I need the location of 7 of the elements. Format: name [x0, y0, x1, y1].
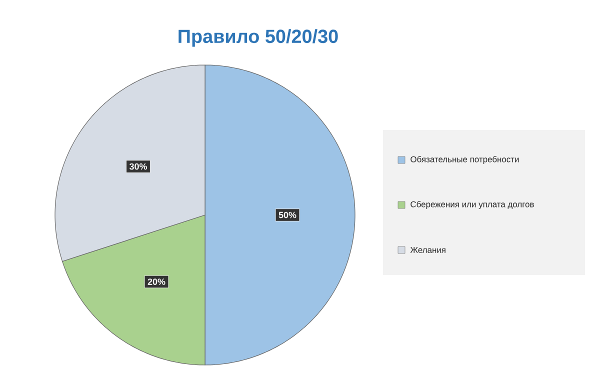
data-label: 30% — [129, 163, 147, 170]
legend-label: Желания — [410, 247, 446, 253]
legend-label: Сбережения или уплата долгов — [410, 201, 534, 209]
data-label: 50% — [278, 212, 296, 218]
legend-label: Обязательные потребности — [410, 156, 519, 164]
data-label: 20% — [148, 278, 166, 285]
chart-title: Правило 50/20/30 — [178, 29, 338, 47]
